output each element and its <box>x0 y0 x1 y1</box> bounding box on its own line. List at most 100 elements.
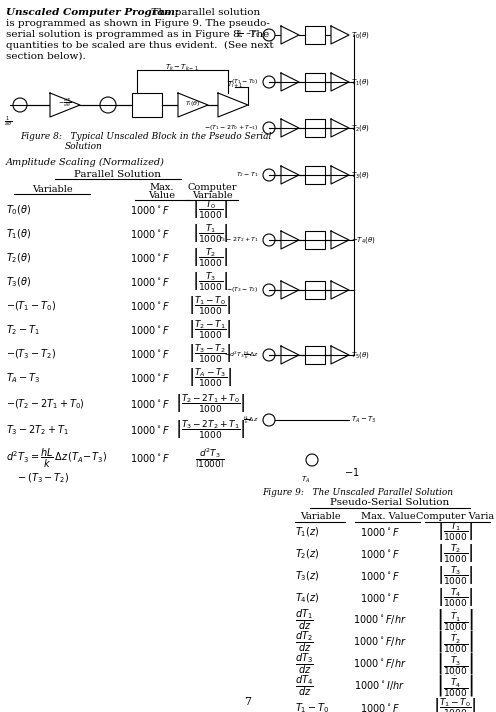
Text: Variable: Variable <box>32 185 72 194</box>
Bar <box>305 281 325 299</box>
Text: $1000^\circ F$: $1000^\circ F$ <box>130 424 170 436</box>
Polygon shape <box>331 73 349 91</box>
Text: $1000^\circ F$: $1000^\circ F$ <box>130 300 170 312</box>
Text: $1000^\circ I/hr$: $1000^\circ I/hr$ <box>355 679 406 693</box>
Text: $-\frac{dT_i}{d\theta}$: $-\frac{dT_i}{d\theta}$ <box>58 97 72 109</box>
Text: $\left|\dfrac{T_2 - 2T_1 + T_0}{1000}\right|$: $\left|\dfrac{T_2 - 2T_1 + T_0}{1000}\ri… <box>175 393 245 415</box>
Text: $1000^\circ F$: $1000^\circ F$ <box>130 398 170 410</box>
Polygon shape <box>331 166 349 184</box>
Text: $\dfrac{dT_1}{dz}$: $\dfrac{dT_1}{dz}$ <box>295 607 314 632</box>
Text: $-(T_1-2T_0+T_{-1})$: $-(T_1-2T_0+T_{-1})$ <box>204 123 259 132</box>
Text: $-(T_2 - 2T_1 + T_0)$: $-(T_2 - 2T_1 + T_0)$ <box>6 397 85 411</box>
Text: $1000^\circ F$: $1000^\circ F$ <box>360 702 400 712</box>
Text: $T_3-2T_2+T_1$: $T_3-2T_2+T_1$ <box>218 236 259 244</box>
Polygon shape <box>281 119 299 137</box>
Text: $1000^\circ F$: $1000^\circ F$ <box>360 526 400 538</box>
Text: Max. Value: Max. Value <box>361 512 415 521</box>
Text: $T_3(\theta)$: $T_3(\theta)$ <box>351 170 370 180</box>
Text: $1000^\circ F$: $1000^\circ F$ <box>130 372 170 384</box>
Text: $1000^\circ F/hr$: $1000^\circ F/hr$ <box>353 614 407 627</box>
Bar <box>132 93 162 117</box>
Text: $T_k - T_{k-1}$: $T_k - T_{k-1}$ <box>165 63 199 73</box>
Text: $\left|\dfrac{T_1}{1000}\right|$: $\left|\dfrac{T_1}{1000}\right|$ <box>437 521 473 543</box>
Text: Variable: Variable <box>300 512 340 521</box>
Text: section below).: section below). <box>6 52 86 61</box>
Text: $\left|\dfrac{T_2}{1000}\right|$: $\left|\dfrac{T_2}{1000}\right|$ <box>192 247 228 269</box>
Polygon shape <box>331 119 349 137</box>
Text: $\dfrac{dT_3}{dz}$: $\dfrac{dT_3}{dz}$ <box>295 651 314 676</box>
Text: $-T_4(\theta)$: $-T_4(\theta)$ <box>351 235 375 245</box>
Text: $\frac{hL}{k}\Delta z$: $\frac{hL}{k}\Delta z$ <box>244 414 259 426</box>
Text: Figure 9:   The Unscaled Parallel Solution: Figure 9: The Unscaled Parallel Solution <box>262 488 453 497</box>
Text: $1000^\circ F$: $1000^\circ F$ <box>360 592 400 604</box>
Text: $\left|\dfrac{T_0}{1000}\right|$: $\left|\dfrac{T_0}{1000}\right|$ <box>192 199 228 221</box>
Text: $\left|\dfrac{T_A - T_3}{1000}\right|$: $\left|\dfrac{T_A - T_3}{1000}\right|$ <box>188 367 232 389</box>
Text: $\left|\dfrac{\dot{T}_3}{1000}\right|$: $\left|\dfrac{\dot{T}_3}{1000}\right|$ <box>436 651 474 677</box>
Text: $\left|\dfrac{T_1}{1000}\right|$: $\left|\dfrac{T_1}{1000}\right|$ <box>192 223 228 245</box>
Bar <box>305 73 325 91</box>
Text: $1000^\circ F$: $1000^\circ F$ <box>130 228 170 240</box>
Polygon shape <box>281 346 299 364</box>
Polygon shape <box>331 26 349 44</box>
Text: $\frac{\tau_0}{ak}$  $-T_0$: $\frac{\tau_0}{ak}$ $-T_0$ <box>236 29 259 41</box>
Polygon shape <box>281 231 299 249</box>
Text: $\left|\dfrac{T_4}{1000}\right|$: $\left|\dfrac{T_4}{1000}\right|$ <box>437 587 473 609</box>
Text: $T_2(\theta)$: $T_2(\theta)$ <box>351 123 370 133</box>
Polygon shape <box>281 281 299 299</box>
Text: $\left|\dfrac{\dot{T}_1}{1000}\right|$: $\left|\dfrac{\dot{T}_1}{1000}\right|$ <box>436 607 474 633</box>
Polygon shape <box>281 26 299 44</box>
Text: $T_0(\theta)$: $T_0(\theta)$ <box>6 203 31 216</box>
Text: $-(T_1 - T_0)$: $-(T_1 - T_0)$ <box>226 78 259 86</box>
Text: $-(T_3-T_2)$: $-(T_3-T_2)$ <box>226 286 259 295</box>
Text: Unscaled Computer Program:: Unscaled Computer Program: <box>6 8 179 17</box>
Text: Value: Value <box>148 191 176 200</box>
Polygon shape <box>331 346 349 364</box>
Text: $\dfrac{d^2T_3}{\left|1000\right|}$: $\dfrac{d^2T_3}{\left|1000\right|}$ <box>195 446 225 470</box>
Text: $T_i(\theta)$: $T_i(\theta)$ <box>186 98 201 108</box>
Text: $1000^\circ F$: $1000^\circ F$ <box>130 204 170 216</box>
Text: $\left|\dfrac{\dot{T}_4}{1000}\right|$: $\left|\dfrac{\dot{T}_4}{1000}\right|$ <box>436 673 474 699</box>
Text: $T_1(\theta)$: $T_1(\theta)$ <box>6 227 31 241</box>
Text: $-(T_1 - T_0)$: $-(T_1 - T_0)$ <box>6 299 56 313</box>
Text: $T_5(\theta)$: $T_5(\theta)$ <box>351 350 370 360</box>
Text: $1000^\circ F/hr$: $1000^\circ F/hr$ <box>353 636 407 649</box>
Text: $T_A - T_3$: $T_A - T_3$ <box>351 415 376 425</box>
Text: Computer Varia: Computer Varia <box>416 512 494 521</box>
Text: $T_4(z)$: $T_4(z)$ <box>295 591 319 604</box>
Text: $\frac{1}{a\theta}$: $\frac{1}{a\theta}$ <box>4 115 12 129</box>
Text: serial solution is programmed as in Figure 8.  The: serial solution is programmed as in Figu… <box>6 30 269 39</box>
Text: $T_2 - T_1$: $T_2 - T_1$ <box>237 171 259 179</box>
Text: Computer: Computer <box>187 183 237 192</box>
Text: $\left|\dfrac{T_3 - 2T_2 + T_1}{1000}\right|$: $\left|\dfrac{T_3 - 2T_2 + T_1}{1000}\ri… <box>175 419 245 441</box>
Bar <box>305 231 325 249</box>
Polygon shape <box>218 93 248 117</box>
Text: $-1$: $-1$ <box>344 466 360 478</box>
Bar <box>305 119 325 137</box>
Text: $1000^\circ F$: $1000^\circ F$ <box>130 252 170 264</box>
Text: quantities to be scaled are thus evident.  (See next: quantities to be scaled are thus evident… <box>6 41 274 50</box>
Text: $1000^\circ F$: $1000^\circ F$ <box>130 452 170 464</box>
Text: $\left|\dfrac{T_2 - T_1}{1000}\right|$: $\left|\dfrac{T_2 - T_1}{1000}\right|$ <box>188 319 232 341</box>
Text: Figure 8:   Typical Unscaled Block in the Pseudo Serial: Figure 8: Typical Unscaled Block in the … <box>20 132 271 141</box>
Text: $-(T_3 - T_2)$: $-(T_3 - T_2)$ <box>6 347 56 361</box>
Text: 7: 7 <box>245 697 251 707</box>
Bar <box>305 26 325 44</box>
Text: $\left|\dfrac{\dot{T}_2}{1000}\right|$: $\left|\dfrac{\dot{T}_2}{1000}\right|$ <box>436 629 474 655</box>
Text: $T_1 - T_0$: $T_1 - T_0$ <box>295 701 329 712</box>
Polygon shape <box>281 73 299 91</box>
Text: $\left|\dfrac{T_1 - T_0}{1000}\right|$: $\left|\dfrac{T_1 - T_0}{1000}\right|$ <box>188 295 232 317</box>
Polygon shape <box>331 281 349 299</box>
Polygon shape <box>50 93 80 117</box>
Text: $T_3(z)$: $T_3(z)$ <box>295 569 319 583</box>
Text: $T_{i+1}$: $T_{i+1}$ <box>227 80 243 90</box>
Text: $T_2 - T_1$: $T_2 - T_1$ <box>6 323 40 337</box>
Text: $T_3 - 2T_2 + T_1$: $T_3 - 2T_2 + T_1$ <box>6 423 69 437</box>
Text: $\left|\dfrac{T_2}{1000}\right|$: $\left|\dfrac{T_2}{1000}\right|$ <box>437 543 473 565</box>
Bar <box>305 346 325 364</box>
Text: $T_3(\theta)$: $T_3(\theta)$ <box>6 276 31 289</box>
Text: $1000^\circ F/hr$: $1000^\circ F/hr$ <box>353 657 407 671</box>
Polygon shape <box>281 166 299 184</box>
Text: $T_1(\theta)$: $T_1(\theta)$ <box>351 77 370 87</box>
Text: $T_0(\theta)$: $T_0(\theta)$ <box>351 30 370 40</box>
Text: Variable: Variable <box>191 191 232 200</box>
